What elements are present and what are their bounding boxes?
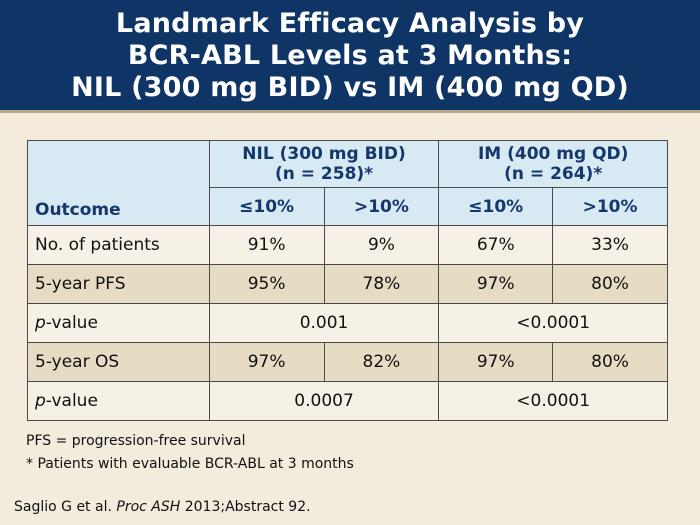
efficacy-table: Outcome NIL (300 mg BID) (n = 258)* IM (… <box>27 140 668 421</box>
footnote-asterisk: * Patients with evaluable BCR-ABL at 3 m… <box>26 456 354 472</box>
im-group-name: IM (400 mg QD) <box>477 144 629 164</box>
table-cell: 95% <box>208 264 325 304</box>
title-line-1: Landmark Efficacy Analysis by <box>115 8 585 39</box>
header-divider <box>0 110 700 113</box>
table-cell: 67% <box>438 225 554 265</box>
table-cell: 33% <box>552 225 668 265</box>
table-header-row-levels: ≤10% >10% ≤10% >10% <box>28 187 668 226</box>
nil-group-name: NIL (300 mg BID) <box>242 144 406 164</box>
row-label: No. of patients <box>27 225 210 265</box>
citation-rest: 2013;Abstract 92. <box>180 499 311 515</box>
table-cell: 91% <box>208 225 325 265</box>
row-label: 5-year PFS <box>27 264 210 304</box>
row-label: 5-year OS <box>27 342 210 382</box>
p-rest: -value <box>45 313 98 333</box>
subheader-nil-gt10: >10% <box>323 187 440 226</box>
slide-header: Landmark Efficacy Analysis by BCR-ABL Le… <box>0 0 700 110</box>
p-rest: -value <box>45 391 98 411</box>
table-cell: 9% <box>323 225 440 265</box>
citation-authors: Saglio G et al. <box>14 499 117 515</box>
table-cell: 80% <box>552 342 668 382</box>
footnotes: PFS = progression-free survival * Patien… <box>26 430 354 476</box>
nil-group-header: NIL (300 mg BID) (n = 258)* <box>208 140 440 188</box>
citation-journal: Proc ASH <box>116 499 181 515</box>
table-cell: <0.0001 <box>438 381 668 421</box>
table-row: 5-year OS 97% 82% 97% 80% <box>27 342 668 382</box>
table-header-row-groups: Outcome NIL (300 mg BID) (n = 258)* IM (… <box>27 140 668 226</box>
title-line-2: BCR-ABL Levels at 3 Months: <box>127 40 573 71</box>
row-label: p-value <box>27 381 210 421</box>
p-italic: p <box>35 391 46 411</box>
citation: Saglio G et al. Proc ASH 2013;Abstract 9… <box>14 499 311 515</box>
table-cell: 97% <box>438 342 554 382</box>
subheader-im-le10: ≤10% <box>438 187 554 226</box>
table-cell: 97% <box>208 342 325 382</box>
table-cell: 82% <box>323 342 440 382</box>
table-row: No. of patients 91% 9% 67% 33% <box>27 225 668 265</box>
im-group-n: (n = 264)* <box>504 164 603 184</box>
nil-group-n: (n = 258)* <box>274 164 374 184</box>
table-cell: 78% <box>323 264 440 304</box>
table-row: 5-year PFS 95% 78% 97% 80% <box>27 264 668 304</box>
table-cell: 0.001 <box>208 303 440 343</box>
table-row: p-value 0.0007 <0.0001 <box>27 381 668 421</box>
row-label: p-value <box>27 303 210 343</box>
subheader-im-gt10: >10% <box>552 187 668 226</box>
title-line-3: NIL (300 mg BID) vs IM (400 mg QD) <box>71 72 629 103</box>
table-row: p-value 0.001 <0.0001 <box>27 303 668 343</box>
footnote-abbreviation: PFS = progression-free survival <box>26 433 246 449</box>
table-cell: 0.0007 <box>208 381 440 421</box>
table-cell: 97% <box>438 264 554 304</box>
subheader-nil-le10: ≤10% <box>208 187 325 226</box>
table-cell: <0.0001 <box>438 303 668 343</box>
p-italic: p <box>35 313 46 333</box>
outcome-header: Outcome <box>27 140 210 226</box>
table-cell: 80% <box>552 264 668 304</box>
im-group-header: IM (400 mg QD) (n = 264)* <box>438 140 668 188</box>
